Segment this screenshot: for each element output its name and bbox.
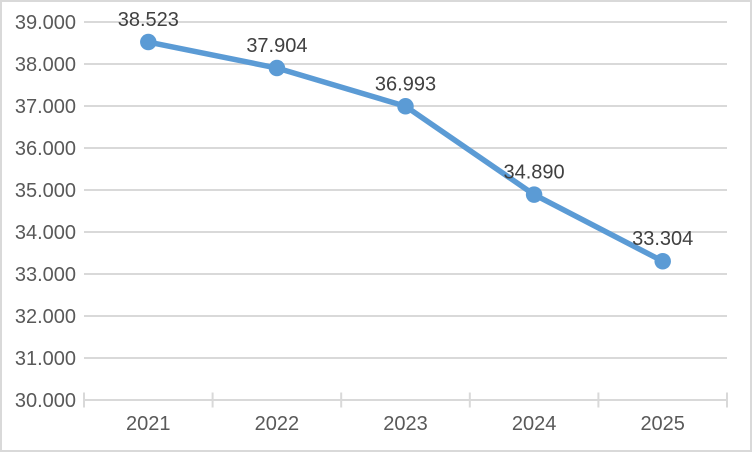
data-label: 37.904	[246, 35, 307, 57]
data-point-marker	[268, 59, 286, 77]
y-axis-tick-label: 30.000	[15, 390, 76, 412]
data-point-marker	[140, 33, 157, 51]
data-label: 36.993	[375, 73, 436, 95]
y-axis-tick-label: 35.000	[15, 180, 76, 202]
y-axis-tick-label: 31.000	[15, 348, 76, 370]
data-label: 38.523	[118, 9, 179, 31]
y-axis-tick-label: 34.000	[15, 222, 76, 244]
x-axis-tick-label: 2024	[512, 413, 557, 435]
data-label: 34.890	[504, 162, 565, 184]
x-axis-tick-label: 2023	[383, 413, 428, 435]
y-axis-tick-label: 32.000	[15, 306, 76, 328]
data-point-marker	[525, 186, 543, 203]
y-axis-tick-label: 38.000	[15, 54, 76, 76]
data-point-marker	[654, 252, 671, 270]
y-axis-tick-label: 33.000	[15, 264, 76, 286]
x-axis-tick-label: 2021	[126, 413, 171, 435]
data-point-marker	[397, 98, 414, 115]
y-axis-tick-label: 36.000	[15, 138, 76, 160]
x-axis-tick-label: 2022	[255, 413, 300, 435]
x-axis-tick-label: 2025	[640, 413, 685, 435]
data-label: 33.304	[632, 228, 693, 250]
y-axis-tick-label: 39.000	[15, 12, 76, 34]
y-axis-tick-label: 37.000	[15, 96, 76, 118]
